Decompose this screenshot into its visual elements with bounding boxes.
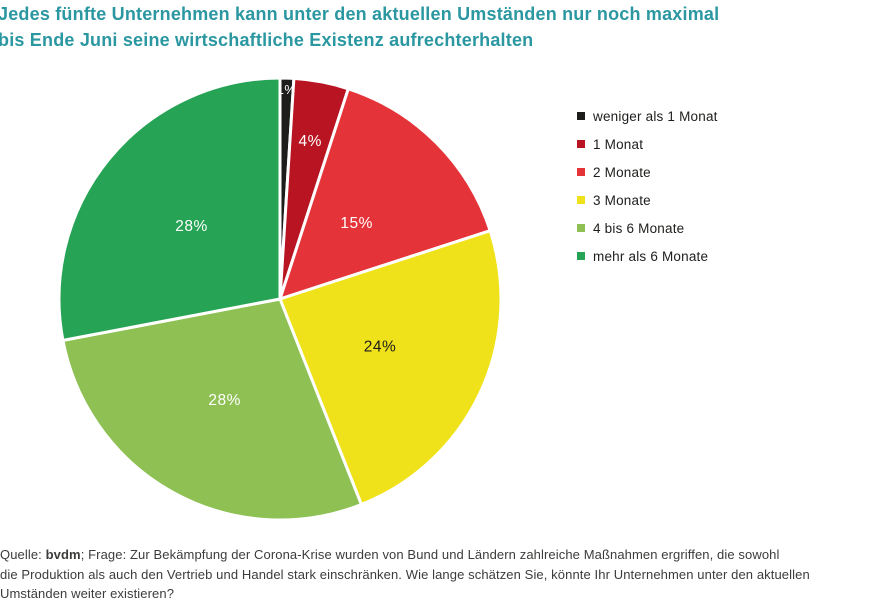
pie-slice-label-4: 28% xyxy=(208,392,241,409)
legend-swatch-icon xyxy=(577,224,585,232)
pie-slice-label-2: 15% xyxy=(340,215,373,232)
legend-label: weniger als 1 Monat xyxy=(593,108,718,124)
pie-slice-label-3: 24% xyxy=(364,338,397,355)
source-note: Quelle: bvdm; Frage: Zur Bekämpfung der … xyxy=(0,545,810,598)
source-line-3: Umständen weiter existieren? xyxy=(0,586,175,598)
legend: weniger als 1 Monat 1 Monat 2 Monate 3 Mona… xyxy=(577,102,718,270)
legend-label: 2 Monate xyxy=(593,164,651,180)
legend-swatch-icon xyxy=(577,252,585,260)
pie-slice-label-5: 28% xyxy=(175,218,208,235)
pie-slice-label-1: 4% xyxy=(298,133,321,150)
legend-item-5: mehr als 6 Monate xyxy=(577,242,718,270)
legend-label: 4 bis 6 Monate xyxy=(593,220,685,236)
legend-item-4: 4 bis 6 Monate xyxy=(577,214,718,242)
source-name: bvdm xyxy=(45,547,81,562)
chart-title-line2: bis Ende Juni seine wirtschaftliche Exis… xyxy=(0,30,534,50)
legend-swatch-icon xyxy=(577,196,585,204)
legend-item-1: 1 Monat xyxy=(577,130,718,158)
legend-item-2: 2 Monate xyxy=(577,158,718,186)
legend-swatch-icon xyxy=(577,168,585,176)
legend-label: mehr als 6 Monate xyxy=(593,248,709,264)
legend-item-0: weniger als 1 Monat xyxy=(577,102,718,130)
chart-title: Jedes fünfte Unternehmen kann unter den … xyxy=(0,1,719,53)
source-line-2: die Produktion als auch den Vertrieb und… xyxy=(0,566,810,582)
source-label: Quelle: xyxy=(0,547,46,562)
legend-swatch-icon xyxy=(577,140,585,148)
legend-swatch-icon xyxy=(577,112,585,120)
pie-slice-4 xyxy=(61,297,363,522)
legend-label: 1 Monat xyxy=(593,136,644,152)
legend-label: 3 Monate xyxy=(593,192,651,208)
pie-slice-label-0: 1% xyxy=(277,82,297,97)
source-line-1: Quelle: bvdm; Frage: Zur Bekämpfung der … xyxy=(0,547,780,562)
pie-slice-5 xyxy=(57,76,282,342)
chart-title-line1: Jedes fünfte Unternehmen kann unter den … xyxy=(0,4,720,24)
source-question-part1: ; Frage: Zur Bekämpfung der Corona-Krise… xyxy=(80,547,780,562)
legend-item-3: 3 Monate xyxy=(577,186,718,214)
